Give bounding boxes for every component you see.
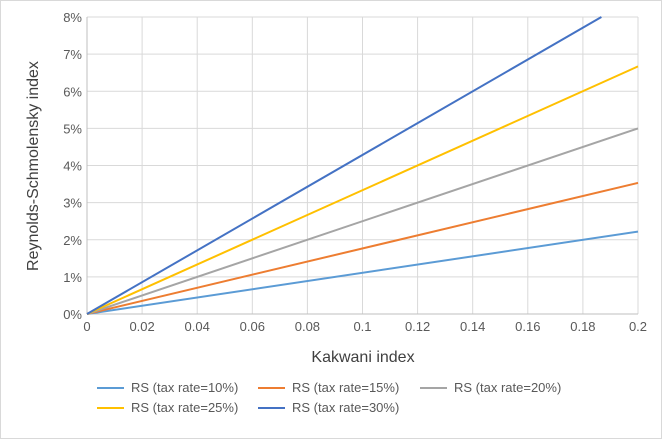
legend-item: RS (tax rate=15%) [258, 380, 399, 395]
x-tick-label: 0.02 [129, 319, 154, 334]
legend-label: RS (tax rate=30%) [292, 400, 399, 415]
y-tick-label: 7% [63, 47, 82, 62]
legend-label: RS (tax rate=20%) [454, 380, 561, 395]
x-tick-label: 0.08 [295, 319, 320, 334]
series-line-3 [86, 127, 639, 315]
y-tick-label: 8% [63, 10, 82, 25]
legend-label: RS (tax rate=15%) [292, 380, 399, 395]
x-axis-title: Kakwani index [311, 349, 414, 366]
legend-label: RS (tax rate=10%) [131, 380, 238, 395]
y-tick-label: 2% [63, 233, 82, 248]
legend: RS (tax rate=10%) RS (tax rate=15%) RS (ta… [97, 380, 561, 415]
y-tick-label: 0% [63, 307, 82, 322]
x-tick-label: 0.18 [570, 319, 595, 334]
series-layer [86, 16, 639, 315]
series-line-2 [86, 181, 639, 315]
legend-item: RS (tax rate=10%) [97, 380, 238, 395]
grid-layer [87, 16, 639, 314]
x-tick-label: 0.1 [353, 319, 371, 334]
series-line-5 [86, 16, 602, 315]
x-tick-label: 0.16 [515, 319, 540, 334]
y-tick-label: 6% [63, 84, 82, 99]
legend-item: RS (tax rate=20%) [420, 380, 561, 395]
x-tick-label: 0.04 [185, 319, 210, 334]
x-tick-label: 0 [83, 319, 90, 334]
y-tick-label: 3% [63, 196, 82, 211]
y-axis-title: Reynolds-Schmolensky index [25, 61, 42, 271]
x-tick-label: 0.12 [405, 319, 430, 334]
series-line-1 [86, 230, 639, 315]
legend-label: RS (tax rate=25%) [131, 400, 238, 415]
y-tick-label: 4% [63, 159, 82, 174]
x-tick-label: 0.06 [240, 319, 265, 334]
y-tick-label: 5% [63, 121, 82, 136]
x-tick-label: 0.14 [460, 319, 485, 334]
axis-layer [86, 17, 638, 315]
x-tick-label: 0.2 [629, 319, 647, 334]
tick-layer: 0 0.02 0.04 0.06 0.08 0.1 0.12 0.14 0.16 0.18 0.2 0… [63, 10, 647, 334]
series-line-4 [86, 65, 639, 315]
legend-item: RS (tax rate=25%) [97, 400, 238, 415]
legend-item: RS (tax rate=30%) [258, 400, 399, 415]
y-tick-label: 1% [63, 270, 82, 285]
